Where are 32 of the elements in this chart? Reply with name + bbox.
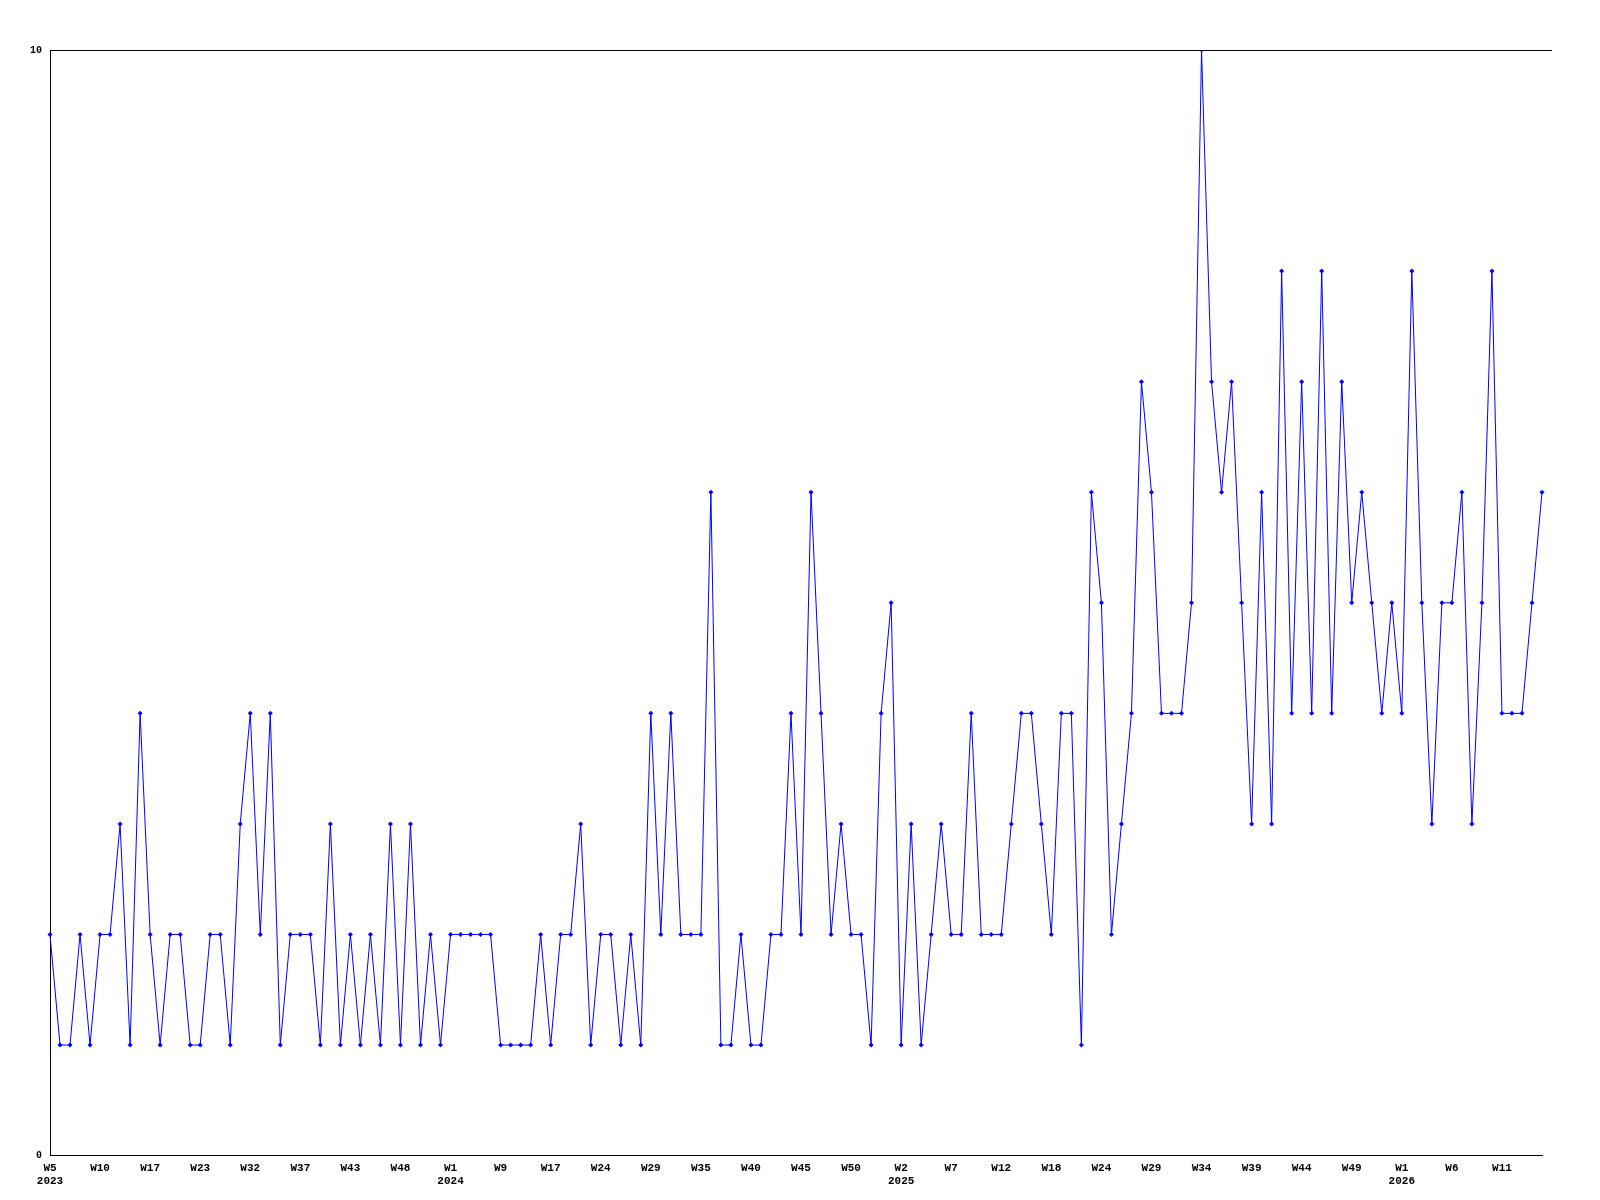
y-tick-label: 0	[35, 1150, 42, 1162]
x-tick-label: W7	[944, 1161, 958, 1174]
x-tick-label: W17	[140, 1161, 161, 1174]
x-tick-label: W48	[390, 1161, 411, 1174]
x-tick-label: W29	[640, 1161, 661, 1174]
x-tick-label: W11	[1492, 1161, 1513, 1174]
x-tick-label: W24	[590, 1161, 612, 1174]
x-tick-label: W1 2026	[1388, 1161, 1416, 1188]
x-tick-label: W45	[791, 1161, 812, 1174]
x-tick-label: W24	[1091, 1161, 1112, 1174]
x-tick-label: W39	[1241, 1161, 1262, 1174]
x-tick-label: W34	[1191, 1161, 1212, 1174]
x-tick-label: W6	[1445, 1161, 1459, 1174]
x-tick-label: W49	[1341, 1161, 1362, 1174]
x-tick-label: W37	[290, 1161, 311, 1174]
x-tick-label: W44	[1291, 1161, 1312, 1174]
x-tick-label: W17	[540, 1161, 561, 1174]
x-tick-label: W40	[741, 1161, 761, 1174]
x-tick-label: W10	[90, 1161, 110, 1174]
x-tick-label: W32	[240, 1161, 261, 1174]
x-tick-label: W2 2025	[887, 1161, 915, 1188]
x-tick-label: W9	[494, 1161, 508, 1174]
x-tick-label: W18	[1041, 1161, 1062, 1174]
x-tick-label: W50	[841, 1161, 861, 1174]
x-tick-label: W35	[690, 1161, 712, 1174]
x-tick-label: W29	[1141, 1161, 1162, 1174]
x-tick-label: W23	[190, 1161, 211, 1174]
x-tick-label: W1 2024	[437, 1161, 465, 1188]
y-tick-label: 10	[29, 44, 42, 56]
x-tick-label: W43	[340, 1161, 361, 1174]
x-tick-label: W5 2023	[36, 1161, 64, 1188]
x-tick-label: W12	[991, 1161, 1012, 1174]
